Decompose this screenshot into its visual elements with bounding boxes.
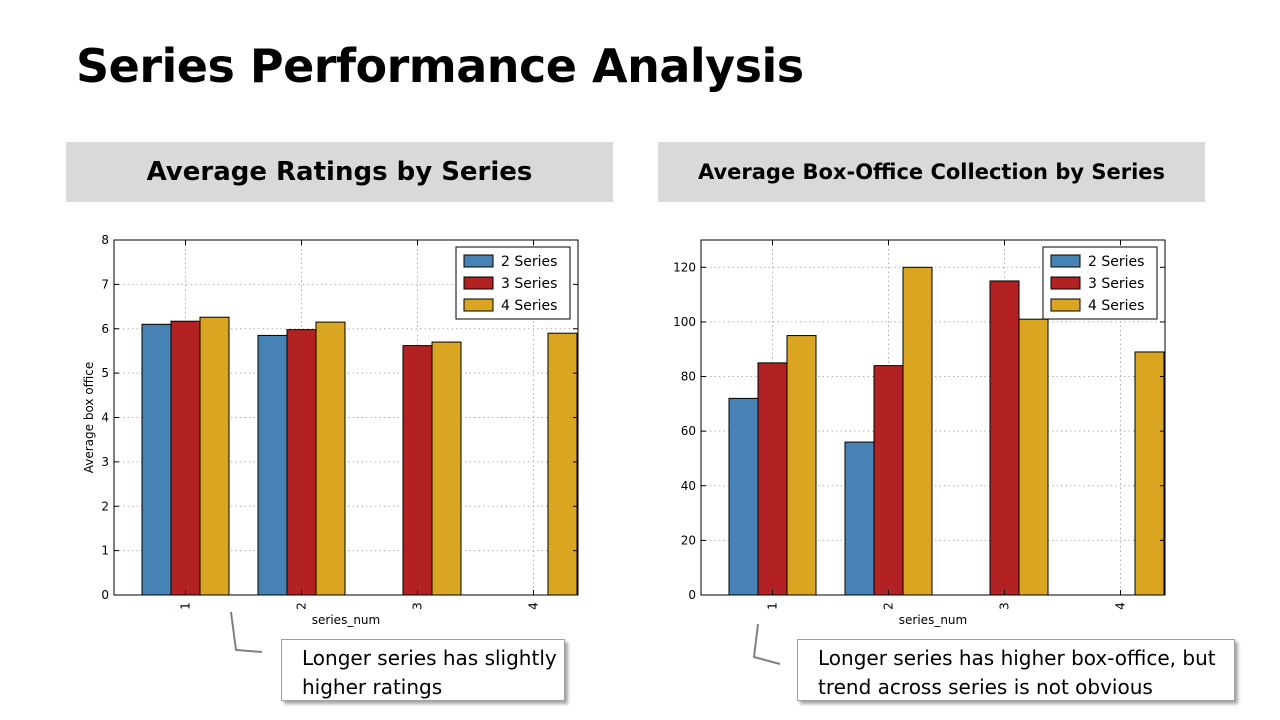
legend-label-4-series: 4 Series [1088, 298, 1144, 314]
bar-4-series-cat-1 [199, 316, 230, 596]
legend-label-3-series: 3 Series [501, 276, 557, 292]
ratings-chart-header: Average Ratings by Series [66, 142, 613, 202]
y-tick-label: 4 [101, 411, 109, 425]
bar-4-series-cat-4 [1134, 351, 1165, 596]
bar-4-series-cat-2 [902, 266, 933, 596]
bar-3-series-cat-3 [402, 345, 433, 596]
x-axis-label: series_num [312, 613, 380, 627]
x-axis-label: series_num [899, 613, 967, 627]
x-tick-label: 3 [411, 602, 425, 610]
bar-2-series-cat-2 [257, 334, 288, 596]
y-tick-label: 120 [673, 260, 696, 274]
slide-title: Series Performance Analysis [76, 39, 804, 93]
legend-label-4-series: 4 Series [501, 298, 557, 314]
bar-4-series-cat-1 [786, 335, 817, 596]
legend-label-3-series: 3 Series [1088, 276, 1144, 292]
boxoffice-chart: 0 20 40 60 80 100 120 1 2 3 4 series_num 2 Series 3 S… [673, 239, 1166, 627]
y-tick-label: 6 [101, 322, 109, 336]
plot-frame [700, 239, 1166, 596]
bar-4-series-cat-3 [1018, 318, 1049, 596]
x-tick-label: 4 [1114, 602, 1128, 610]
x-tick-label: 2 [882, 602, 896, 610]
bar-3-series-cat-1 [170, 320, 201, 596]
x-tick-label: 2 [295, 602, 309, 610]
y-tick-label: 5 [101, 366, 109, 380]
bar-3-series-cat-3 [989, 280, 1020, 596]
legend-swatch-2-series [463, 254, 494, 268]
y-tick-label: 0 [101, 588, 109, 602]
y-tick-label: 20 [681, 533, 696, 547]
ratings-callout: Longer series has slightly higher rating… [281, 639, 565, 701]
boxoffice-chart-header: Average Box-Office Collection by Series [658, 142, 1205, 202]
legend-swatch-2-series [1050, 254, 1081, 268]
x-tick-label: 1 [766, 602, 780, 610]
legend-swatch-3-series [463, 276, 494, 290]
bar-4-series-cat-3 [431, 341, 462, 596]
y-tick-label: 100 [673, 315, 696, 329]
bar-2-series-cat-1 [728, 397, 759, 596]
y-tick-label: 80 [681, 370, 696, 384]
y-tick-label: 60 [681, 424, 696, 438]
y-axis-label: Average box office [82, 362, 96, 474]
y-tick-label: 0 [688, 588, 696, 602]
legend-label-2-series: 2 Series [501, 254, 557, 270]
bar-3-series-cat-2 [873, 365, 904, 596]
legend-swatch-4-series [1050, 298, 1081, 312]
x-tick-label: 3 [998, 602, 1012, 610]
boxoffice-callout: Longer series has higher box-office, but… [797, 639, 1235, 701]
bar-3-series-cat-1 [757, 362, 788, 596]
bar-2-series-cat-1 [141, 323, 172, 596]
y-tick-label: 1 [101, 544, 109, 558]
bar-4-series-cat-2 [315, 321, 346, 596]
legend-label-2-series: 2 Series [1088, 254, 1144, 270]
bar-2-series-cat-2 [844, 441, 875, 596]
x-tick-label: 1 [179, 602, 193, 610]
y-tick-label: 7 [101, 277, 109, 291]
y-tick-label: 40 [681, 479, 696, 493]
x-tick-label: 4 [527, 602, 541, 610]
legend-swatch-4-series [463, 298, 494, 312]
bar-3-series-cat-2 [286, 329, 317, 596]
y-tick-label: 2 [101, 499, 109, 513]
bar-4-series-cat-4 [547, 332, 578, 596]
y-tick-label: 3 [101, 455, 109, 469]
legend-swatch-3-series [1050, 276, 1081, 290]
ratings-chart: 0 1 2 3 4 5 6 7 8 1 2 3 4 series_num Average box offic… [82, 233, 579, 627]
y-tick-label: 8 [101, 233, 109, 247]
